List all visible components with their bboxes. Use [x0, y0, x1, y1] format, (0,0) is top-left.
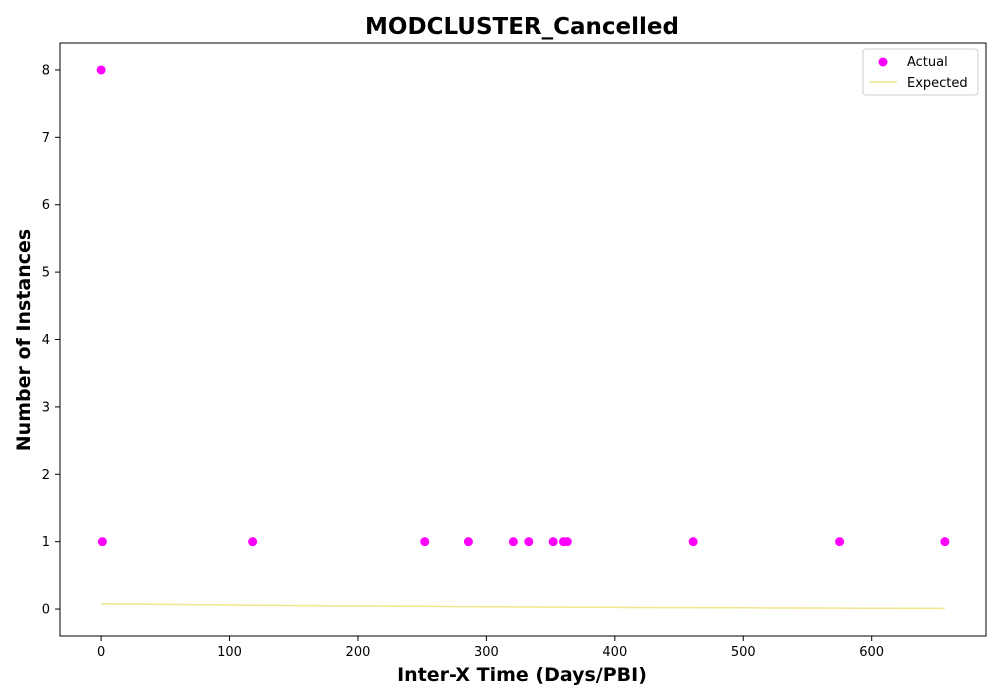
actual-point	[562, 537, 572, 547]
x-axis-ticks: 0 100 200 300 400 500 600	[97, 636, 884, 660]
actual-point	[420, 537, 430, 547]
expected-line	[101, 602, 945, 610]
x-tick-label: 200	[346, 645, 371, 660]
plot-area	[60, 43, 986, 636]
y-tick-label: 4	[42, 333, 50, 348]
x-tick-label: 0	[97, 645, 105, 660]
y-tick-label: 7	[42, 131, 50, 146]
actual-point	[97, 537, 107, 547]
y-axis-label: Number of Instances	[13, 229, 35, 451]
legend-actual-label: Actual	[907, 55, 948, 70]
x-axis-label: Inter-X Time (Days/PBI)	[397, 664, 647, 686]
y-axis-ticks: 0 1 2 3 4 5 6 7 8	[42, 63, 60, 618]
y-tick-label: 6	[42, 198, 50, 213]
legend-expected-label: Expected	[907, 76, 968, 91]
actual-point	[96, 65, 106, 75]
actual-point	[524, 537, 534, 547]
actual-point	[548, 537, 558, 547]
actual-point	[463, 537, 473, 547]
y-tick-label: 3	[42, 400, 50, 415]
x-tick-label: 400	[602, 645, 627, 660]
y-tick-label: 0	[42, 603, 50, 618]
x-tick-label: 300	[474, 645, 499, 660]
x-tick-label: 100	[217, 645, 242, 660]
chart-title: MODCLUSTER_Cancelled	[365, 14, 679, 40]
expected-series	[101, 602, 945, 610]
actual-point	[940, 537, 950, 547]
y-tick-label: 5	[42, 266, 50, 281]
legend: Actual Expected	[862, 48, 979, 96]
y-tick-label: 2	[42, 468, 50, 483]
actual-point	[688, 537, 698, 547]
actual-point	[835, 537, 845, 547]
legend-box	[862, 48, 979, 96]
legend-actual-marker	[878, 57, 888, 67]
x-tick-label: 600	[859, 645, 884, 660]
x-tick-label: 500	[731, 645, 756, 660]
actual-point	[508, 537, 518, 547]
actual-point	[248, 537, 258, 547]
y-tick-label: 8	[42, 63, 50, 78]
actual-series	[96, 65, 950, 547]
y-tick-label: 1	[42, 535, 50, 550]
